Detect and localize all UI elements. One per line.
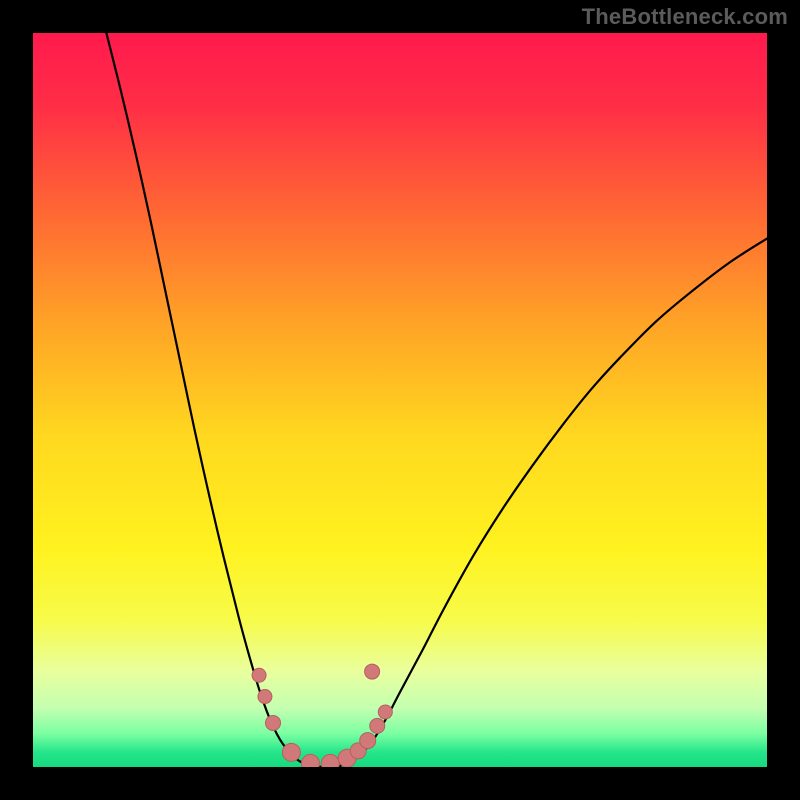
data-marker (258, 690, 272, 704)
bottleneck-curve-chart (33, 33, 767, 767)
chart-frame: TheBottleneck.com (0, 0, 800, 800)
watermark-label: TheBottleneck.com (582, 4, 788, 30)
data-marker (378, 705, 392, 719)
data-marker (252, 668, 266, 682)
data-marker (365, 664, 380, 679)
data-marker (321, 754, 339, 767)
plot-area (33, 33, 767, 767)
data-marker (301, 754, 319, 767)
data-marker (266, 715, 281, 730)
data-marker (360, 733, 376, 749)
data-marker (370, 718, 385, 733)
gradient-background (33, 33, 767, 767)
data-marker (282, 743, 300, 761)
